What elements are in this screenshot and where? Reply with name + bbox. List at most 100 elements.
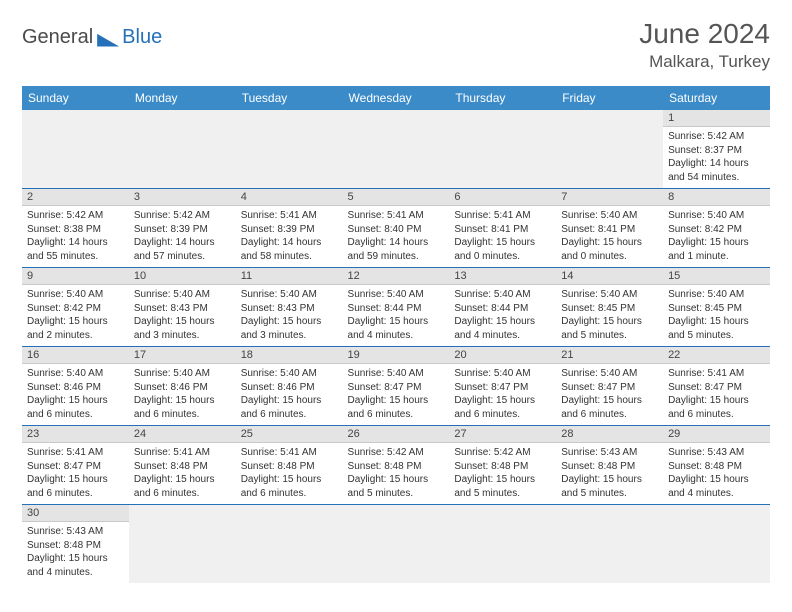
sunset-text: Sunset: 8:47 PM [348, 381, 445, 395]
day-number: 2 [22, 189, 129, 206]
daylight-text: Daylight: 15 hours and 6 minutes. [27, 473, 124, 500]
daylight-text: Daylight: 15 hours and 0 minutes. [561, 236, 658, 263]
calendar-cell [236, 505, 343, 584]
day-number: 14 [556, 268, 663, 285]
day-details: Sunrise: 5:40 AMSunset: 8:46 PMDaylight:… [129, 364, 236, 425]
title-block: June 2024 Malkara, Turkey [639, 18, 770, 72]
day-details: Sunrise: 5:40 AMSunset: 8:41 PMDaylight:… [556, 206, 663, 267]
daylight-text: Daylight: 15 hours and 6 minutes. [134, 473, 231, 500]
calendar-cell: 27Sunrise: 5:42 AMSunset: 8:48 PMDayligh… [449, 426, 556, 505]
sunset-text: Sunset: 8:39 PM [241, 223, 338, 237]
calendar-cell: 7Sunrise: 5:40 AMSunset: 8:41 PMDaylight… [556, 189, 663, 268]
calendar-cell: 22Sunrise: 5:41 AMSunset: 8:47 PMDayligh… [663, 347, 770, 426]
daylight-text: Daylight: 15 hours and 6 minutes. [27, 394, 124, 421]
calendar-cell: 12 Sunrise: 5:40 AMSunset: 8:44 PMDayligh… [343, 268, 450, 347]
sunset-text: Sunset: 8:46 PM [27, 381, 124, 395]
sunrise-text: Sunrise: 5:41 AM [668, 367, 765, 381]
day-number: 10 [129, 268, 236, 285]
sunset-text: Sunset: 8:48 PM [27, 539, 124, 553]
sunrise-text: Sunrise: 5:40 AM [348, 288, 445, 302]
sunset-text: Sunset: 8:44 PM [348, 302, 445, 316]
day-number: 12 [343, 268, 450, 285]
day-number: 27 [449, 426, 556, 443]
day-number: 21 [556, 347, 663, 364]
calendar-cell: 17Sunrise: 5:40 AMSunset: 8:46 PMDayligh… [129, 347, 236, 426]
calendar-cell: 11Sunrise: 5:40 AMSunset: 8:43 PMDayligh… [236, 268, 343, 347]
logo: General Blue [22, 18, 162, 49]
day-details: Sunrise: 5:40 AMSunset: 8:42 PMDaylight:… [22, 285, 129, 346]
daylight-text: Daylight: 15 hours and 6 minutes. [561, 394, 658, 421]
day-number: 15 [663, 268, 770, 285]
day-details: Sunrise: 5:40 AMSunset: 8:47 PMDaylight:… [343, 364, 450, 425]
calendar-cell: 28Sunrise: 5:43 AMSunset: 8:48 PMDayligh… [556, 426, 663, 505]
calendar-cell: 1 Sunrise: 5:42 AMSunset: 8:37 PMDaylight… [663, 110, 770, 189]
calendar-cell: 3Sunrise: 5:42 AMSunset: 8:39 PMDaylight… [129, 189, 236, 268]
calendar-cell: 26Sunrise: 5:42 AMSunset: 8:48 PMDayligh… [343, 426, 450, 505]
sunset-text: Sunset: 8:43 PM [134, 302, 231, 316]
daylight-text: Daylight: 15 hours and 6 minutes. [241, 473, 338, 500]
calendar-cell: 24Sunrise: 5:41 AMSunset: 8:48 PMDayligh… [129, 426, 236, 505]
daylight-text: Daylight: 15 hours and 5 minutes. [561, 473, 658, 500]
sunset-text: Sunset: 8:42 PM [27, 302, 124, 316]
daylight-text: Daylight: 15 hours and 6 minutes. [348, 394, 445, 421]
day-details: Sunrise: 5:43 AMSunset: 8:48 PMDaylight:… [556, 443, 663, 504]
calendar-cell [556, 505, 663, 584]
sunrise-text: Sunrise: 5:43 AM [561, 446, 658, 460]
sunset-text: Sunset: 8:48 PM [348, 460, 445, 474]
sunset-text: Sunset: 8:43 PM [241, 302, 338, 316]
day-number: 22 [663, 347, 770, 364]
day-header: Sunday [22, 86, 129, 110]
sunrise-text: Sunrise: 5:40 AM [454, 288, 551, 302]
calendar-cell [663, 505, 770, 584]
sunrise-text: Sunrise: 5:41 AM [348, 209, 445, 223]
sunset-text: Sunset: 8:48 PM [241, 460, 338, 474]
daylight-text: Daylight: 15 hours and 4 minutes. [348, 315, 445, 342]
sunset-text: Sunset: 8:48 PM [454, 460, 551, 474]
daylight-text: Daylight: 15 hours and 6 minutes. [454, 394, 551, 421]
daylight-text: Daylight: 15 hours and 4 minutes. [668, 473, 765, 500]
sunset-text: Sunset: 8:47 PM [454, 381, 551, 395]
sunset-text: Sunset: 8:48 PM [668, 460, 765, 474]
daylight-text: Daylight: 14 hours and 54 minutes. [668, 157, 765, 184]
day-details: Sunrise: 5:43 AMSunset: 8:48 PMDaylight:… [22, 522, 129, 583]
month-title: June 2024 [639, 18, 770, 50]
sunset-text: Sunset: 8:40 PM [348, 223, 445, 237]
daylight-text: Daylight: 15 hours and 4 minutes. [27, 552, 124, 579]
calendar-cell [22, 110, 129, 189]
calendar-cell: 19Sunrise: 5:40 AMSunset: 8:47 PMDayligh… [343, 347, 450, 426]
sunrise-text: Sunrise: 5:41 AM [241, 446, 338, 460]
logo-sail-icon [97, 29, 119, 47]
day-number: 29 [663, 426, 770, 443]
day-number: 1 [663, 110, 770, 127]
daylight-text: Daylight: 15 hours and 6 minutes. [134, 394, 231, 421]
daylight-text: Daylight: 15 hours and 2 minutes. [27, 315, 124, 342]
sunrise-text: Sunrise: 5:40 AM [454, 367, 551, 381]
daylight-text: Daylight: 14 hours and 59 minutes. [348, 236, 445, 263]
sunrise-text: Sunrise: 5:41 AM [27, 446, 124, 460]
sunrise-text: Sunrise: 5:40 AM [668, 209, 765, 223]
calendar-cell: 20Sunrise: 5:40 AMSunset: 8:47 PMDayligh… [449, 347, 556, 426]
day-details: Sunrise: 5:40 AMSunset: 8:47 PMDaylight:… [449, 364, 556, 425]
header: General Blue June 2024 Malkara, Turkey [22, 18, 770, 72]
calendar-cell [343, 505, 450, 584]
day-number: 20 [449, 347, 556, 364]
sunset-text: Sunset: 8:47 PM [27, 460, 124, 474]
calendar-cell: 30Sunrise: 5:43 AMSunset: 8:48 PMDayligh… [22, 505, 129, 584]
day-header: Monday [129, 86, 236, 110]
calendar-cell: 2Sunrise: 5:42 AMSunset: 8:38 PMDaylight… [22, 189, 129, 268]
day-details: Sunrise: 5:40 AMSunset: 8:43 PMDaylight:… [236, 285, 343, 346]
sunset-text: Sunset: 8:42 PM [668, 223, 765, 237]
calendar-cell [343, 110, 450, 189]
sunset-text: Sunset: 8:46 PM [241, 381, 338, 395]
logo-text-general: General [22, 26, 93, 49]
calendar-cell: 4Sunrise: 5:41 AMSunset: 8:39 PMDaylight… [236, 189, 343, 268]
calendar-cell: 16Sunrise: 5:40 AMSunset: 8:46 PMDayligh… [22, 347, 129, 426]
sunrise-text: Sunrise: 5:40 AM [561, 209, 658, 223]
sunset-text: Sunset: 8:37 PM [668, 144, 765, 158]
sunrise-text: Sunrise: 5:42 AM [668, 130, 765, 144]
day-header: Friday [556, 86, 663, 110]
sunrise-text: Sunrise: 5:40 AM [561, 367, 658, 381]
sunset-text: Sunset: 8:45 PM [668, 302, 765, 316]
daylight-text: Daylight: 15 hours and 4 minutes. [454, 315, 551, 342]
calendar-cell: 15Sunrise: 5:40 AMSunset: 8:45 PMDayligh… [663, 268, 770, 347]
